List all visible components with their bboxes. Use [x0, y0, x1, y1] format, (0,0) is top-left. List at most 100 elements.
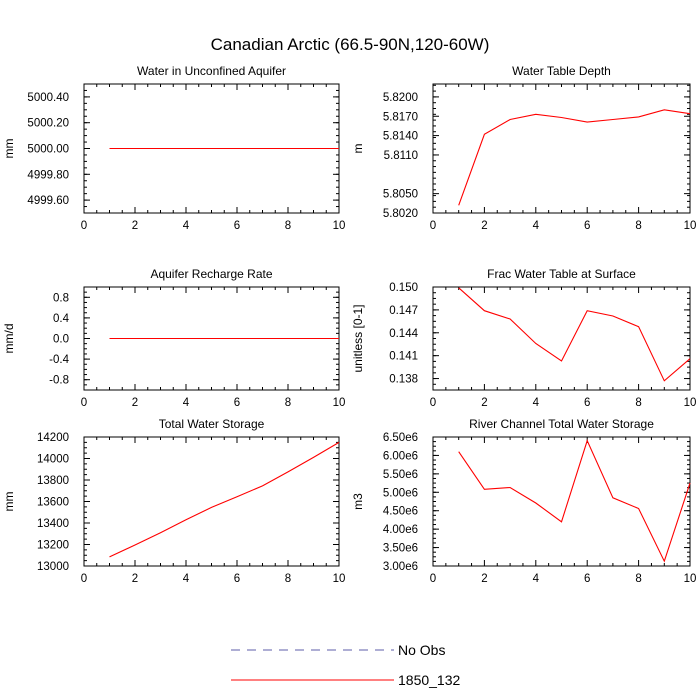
legend-item: No Obs	[231, 642, 445, 658]
x-tick-label: 4	[533, 397, 540, 409]
y-tick-label: 5.8110	[384, 150, 418, 162]
panel-title: Aquifer Recharge Rate	[150, 267, 272, 281]
x-tick-label: 6	[234, 573, 240, 585]
x-tick-label: 8	[635, 220, 641, 232]
x-tick-label: 0	[81, 573, 87, 585]
y-tick-label: 4999.80	[27, 169, 69, 181]
y-tick-label: 4.50e6	[383, 506, 418, 518]
x-tick-label: 2	[132, 573, 138, 585]
legend-item: 1850_132	[231, 672, 461, 688]
y-tick-label: 14000	[37, 454, 69, 466]
y-tick-label: 5.00e6	[383, 487, 418, 499]
y-tick-label: 13000	[37, 561, 69, 573]
x-tick-label: 2	[481, 220, 487, 232]
y-tick-label: 0.144	[389, 328, 418, 340]
series-line-1850_132	[458, 287, 691, 382]
x-tick-label: 10	[333, 220, 346, 232]
x-tick-label: 0	[430, 397, 436, 409]
x-tick-label: 4	[533, 220, 540, 232]
x-tick-label: 4	[533, 573, 540, 585]
plot-frame	[432, 286, 691, 391]
y-tick-label: 5.8050	[383, 189, 418, 201]
panel-title: Frac Water Table at Surface	[487, 267, 636, 281]
y-tick-label: 5.8170	[383, 111, 418, 123]
chart-panel-6: River Channel Total Water Storage m3 0 2 4 6 8…	[351, 417, 696, 585]
chart-panel-4: Frac Water Table at Surface unitless [0-1…	[351, 267, 696, 409]
y-tick-label: 5000.20	[27, 118, 69, 130]
y-tick-label: 4.00e6	[383, 524, 418, 536]
legend-label: 1850_132	[398, 672, 461, 688]
y-axis-label: mm/d	[2, 324, 16, 354]
panel-title: Water Table Depth	[512, 64, 611, 78]
x-tick-label: 0	[430, 573, 436, 585]
y-tick-label: 13400	[37, 518, 69, 530]
y-tick-label: 3.50e6	[383, 543, 418, 555]
series-line-1850_132	[458, 109, 691, 206]
chart-panel-1: Water in Unconfined Aquifer mm 0 2 4 6 8 10 4999…	[2, 64, 345, 232]
x-tick-label: 8	[635, 573, 641, 585]
x-tick-label: 10	[684, 220, 697, 232]
y-tick-label: 0.138	[389, 374, 418, 386]
figure-title: Canadian Arctic (66.5-90N,120-60W)	[211, 35, 490, 54]
x-tick-label: 6	[584, 573, 590, 585]
plot-frame	[432, 83, 691, 214]
y-tick-label: -0.4	[49, 354, 69, 366]
y-tick-label: 0.0	[53, 334, 69, 346]
x-tick-label: 0	[81, 397, 87, 409]
x-tick-label: 2	[132, 220, 138, 232]
y-tick-label: 0.150	[389, 282, 418, 294]
x-tick-label: 4	[183, 397, 190, 409]
x-tick-label: 6	[584, 220, 590, 232]
y-axis-label: mm	[2, 492, 16, 512]
y-tick-label: 5.8140	[383, 131, 418, 143]
y-axis-label: m	[351, 144, 365, 154]
y-tick-label: -0.8	[49, 375, 69, 387]
x-tick-label: 10	[684, 397, 697, 409]
legend-label: No Obs	[398, 642, 445, 658]
y-tick-label: 6.50e6	[383, 432, 418, 444]
x-tick-label: 8	[285, 397, 291, 409]
x-tick-label: 0	[430, 220, 436, 232]
panel-title: Total Water Storage	[159, 417, 265, 431]
panel-title: River Channel Total Water Storage	[469, 417, 654, 431]
y-tick-label: 5.8200	[383, 92, 418, 104]
x-tick-label: 10	[333, 397, 346, 409]
x-tick-label: 0	[81, 220, 87, 232]
x-tick-label: 2	[132, 397, 138, 409]
chart-panel-5: Total Water Storage mm 0 2 4 6 8 10 13000 13200 13…	[2, 417, 345, 585]
y-tick-label: 5000.40	[27, 92, 69, 104]
panel-title: Water in Unconfined Aquifer	[137, 64, 286, 78]
y-axis-label: m3	[351, 493, 365, 510]
x-tick-label: 8	[635, 397, 641, 409]
legend: No Obs 1850_132	[231, 642, 461, 688]
x-tick-label: 6	[584, 397, 590, 409]
series-line-1850_132	[458, 439, 691, 563]
x-tick-label: 6	[234, 220, 240, 232]
plot-frame	[83, 436, 340, 567]
y-tick-label: 4999.60	[27, 195, 69, 207]
y-tick-label: 5.8020	[383, 208, 418, 220]
y-axis-label: unitless [0-1]	[351, 304, 365, 372]
y-tick-label: 0.141	[389, 351, 418, 363]
y-tick-label: 0.147	[389, 305, 418, 317]
x-tick-label: 4	[183, 220, 190, 232]
y-tick-label: 14200	[37, 432, 69, 444]
series-line-1850_132	[109, 441, 340, 558]
x-tick-label: 4	[183, 573, 190, 585]
y-tick-label: 5000.00	[27, 144, 69, 156]
x-tick-label: 8	[285, 573, 291, 585]
x-tick-label: 10	[333, 573, 346, 585]
x-tick-label: 8	[285, 220, 291, 232]
y-tick-label: 6.00e6	[383, 450, 418, 462]
panels-group: Water in Unconfined Aquifer mm 0 2 4 6 8 10 4999…	[2, 64, 696, 585]
y-tick-label: 0.8	[53, 292, 69, 304]
x-tick-label: 6	[234, 397, 240, 409]
plot-frame	[432, 436, 691, 567]
x-tick-label: 10	[684, 573, 697, 585]
chart-panel-2: Water Table Depth m 0 2 4 6 8 10 5.8020 5.8050 5.8…	[351, 64, 696, 232]
y-tick-label: 3.00e6	[383, 561, 418, 573]
y-tick-label: 13600	[37, 497, 69, 509]
x-tick-label: 2	[481, 397, 487, 409]
y-axis-label: mm	[2, 139, 16, 159]
